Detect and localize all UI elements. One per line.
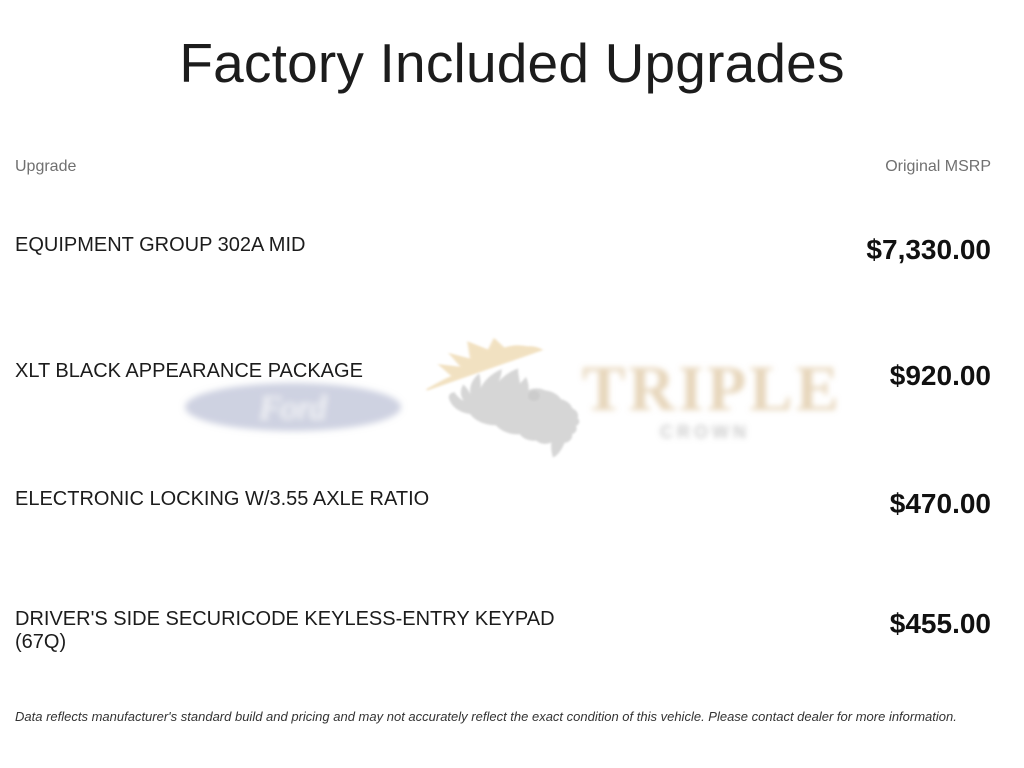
svg-text:CROWN: CROWN <box>660 422 750 442</box>
svg-text:Ford: Ford <box>259 390 328 427</box>
